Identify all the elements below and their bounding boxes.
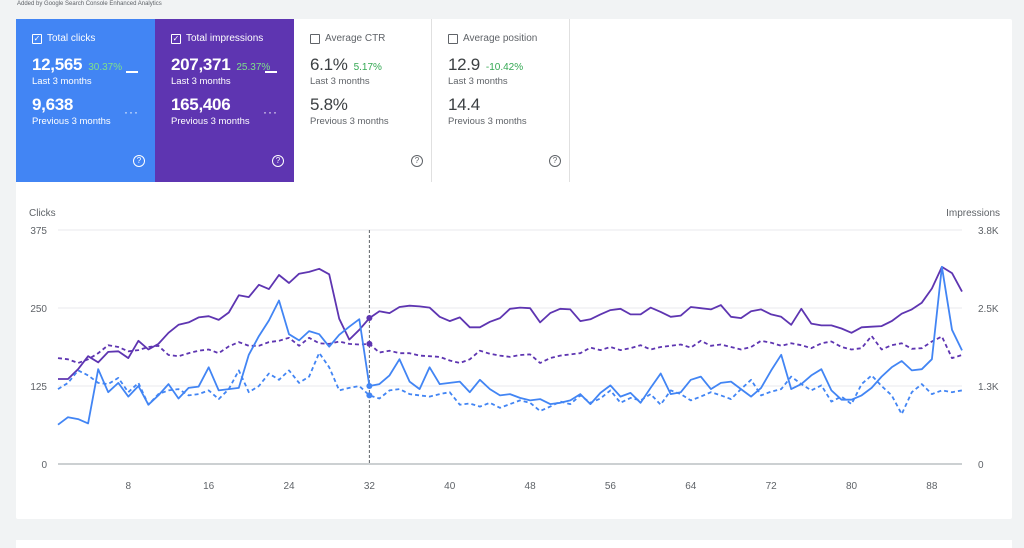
card-label: Average CTR <box>325 33 386 44</box>
help-icon[interactable]: ? <box>411 155 423 167</box>
series-solid-legend-icon <box>265 71 277 73</box>
series-line-current <box>58 265 963 380</box>
crosshair-point <box>366 340 373 347</box>
card-prev-value: 9,638 <box>32 95 74 114</box>
card-period: Last 3 months <box>32 76 92 87</box>
x-tick-label: 72 <box>766 481 778 492</box>
card-average-position[interactable]: Average position 12.9 -10.42% Last 3 mont… <box>432 19 570 182</box>
series-line-previous <box>57 351 963 416</box>
metric-cards: ✓ Total clicks 12,565 30.37% Last 3 months… <box>16 19 570 182</box>
attribution-text: Added by Google Search Console Enhanced … <box>17 1 162 7</box>
card-value: 12.9 <box>448 55 480 74</box>
card-label: Total impressions <box>186 33 264 44</box>
card-period: Last 3 months <box>171 76 231 87</box>
y-left-tick-label: 375 <box>30 226 47 237</box>
x-tick-label: 48 <box>525 481 537 492</box>
y-right-axis-label: Impressions <box>946 208 1000 219</box>
card-total-impressions[interactable]: ✓ Total impressions 207,371 25.37% Last 3 … <box>155 19 294 182</box>
x-tick-label: 88 <box>926 481 938 492</box>
crosshair-point <box>366 315 373 322</box>
y-right-tick-label: 2.5K <box>978 304 999 315</box>
x-tick-label: 8 <box>126 481 132 492</box>
checkbox-checked-icon[interactable]: ✓ <box>171 33 181 44</box>
x-tick-label: 32 <box>364 481 376 492</box>
y-right-tick-label: 0 <box>978 460 984 471</box>
secondary-panel <box>16 540 1012 548</box>
card-prev-period: Previous 3 months <box>448 116 527 127</box>
card-label: Total clicks <box>47 33 96 44</box>
y-right-tick-label: 1.3K <box>978 382 999 393</box>
checkbox-checked-icon[interactable]: ✓ <box>32 33 42 44</box>
card-prev-period: Previous 3 months <box>171 116 250 127</box>
x-tick-label: 56 <box>605 481 617 492</box>
card-change: 5.17% <box>353 62 382 73</box>
x-tick-label: 80 <box>846 481 858 492</box>
card-average-ctr[interactable]: Average CTR 6.1% 5.17% Last 3 months 5.8%… <box>294 19 432 182</box>
card-prev-value: 5.8% <box>310 95 348 114</box>
x-tick-label: 64 <box>685 481 697 492</box>
checkbox-unchecked-icon[interactable] <box>448 33 458 44</box>
card-prev-value: 14.4 <box>448 95 480 114</box>
card-change: -10.42% <box>485 62 524 73</box>
checkbox-unchecked-icon[interactable] <box>310 33 320 44</box>
series-solid-legend-icon <box>126 71 138 73</box>
card-period: Last 3 months <box>310 76 370 87</box>
help-icon[interactable]: ? <box>549 155 561 167</box>
card-value: 6.1% <box>310 55 348 74</box>
crosshair-point <box>366 383 373 389</box>
x-tick-label: 24 <box>283 481 295 492</box>
x-tick-label: 40 <box>444 481 456 492</box>
card-value: 207,371 <box>171 55 231 74</box>
help-icon[interactable]: ? <box>272 155 284 167</box>
card-prev-value: 165,406 <box>171 95 231 114</box>
card-label: Average position <box>463 33 538 44</box>
y-left-axis-label: Clicks <box>29 208 56 219</box>
card-prev-period: Previous 3 months <box>32 116 111 127</box>
x-tick-label: 16 <box>203 481 215 492</box>
series-line-current <box>57 265 963 426</box>
card-total-clicks[interactable]: ✓ Total clicks 12,565 30.37% Last 3 months… <box>16 19 155 182</box>
card-change: 25.37% <box>236 62 271 73</box>
y-left-tick-label: 125 <box>30 382 47 393</box>
crosshair-point <box>366 392 373 399</box>
card-value: 12,565 <box>32 55 83 74</box>
card-period: Last 3 months <box>448 76 508 87</box>
card-prev-period: Previous 3 months <box>310 116 389 127</box>
y-left-tick-label: 0 <box>41 460 47 471</box>
help-icon[interactable]: ? <box>133 155 145 167</box>
series-line-previous <box>57 334 963 364</box>
card-change: 30.37% <box>88 62 123 73</box>
performance-panel: ✓ Total clicks 12,565 30.37% Last 3 months… <box>16 19 1012 519</box>
y-left-tick-label: 250 <box>30 304 47 315</box>
y-right-tick-label: 3.8K <box>978 226 999 237</box>
